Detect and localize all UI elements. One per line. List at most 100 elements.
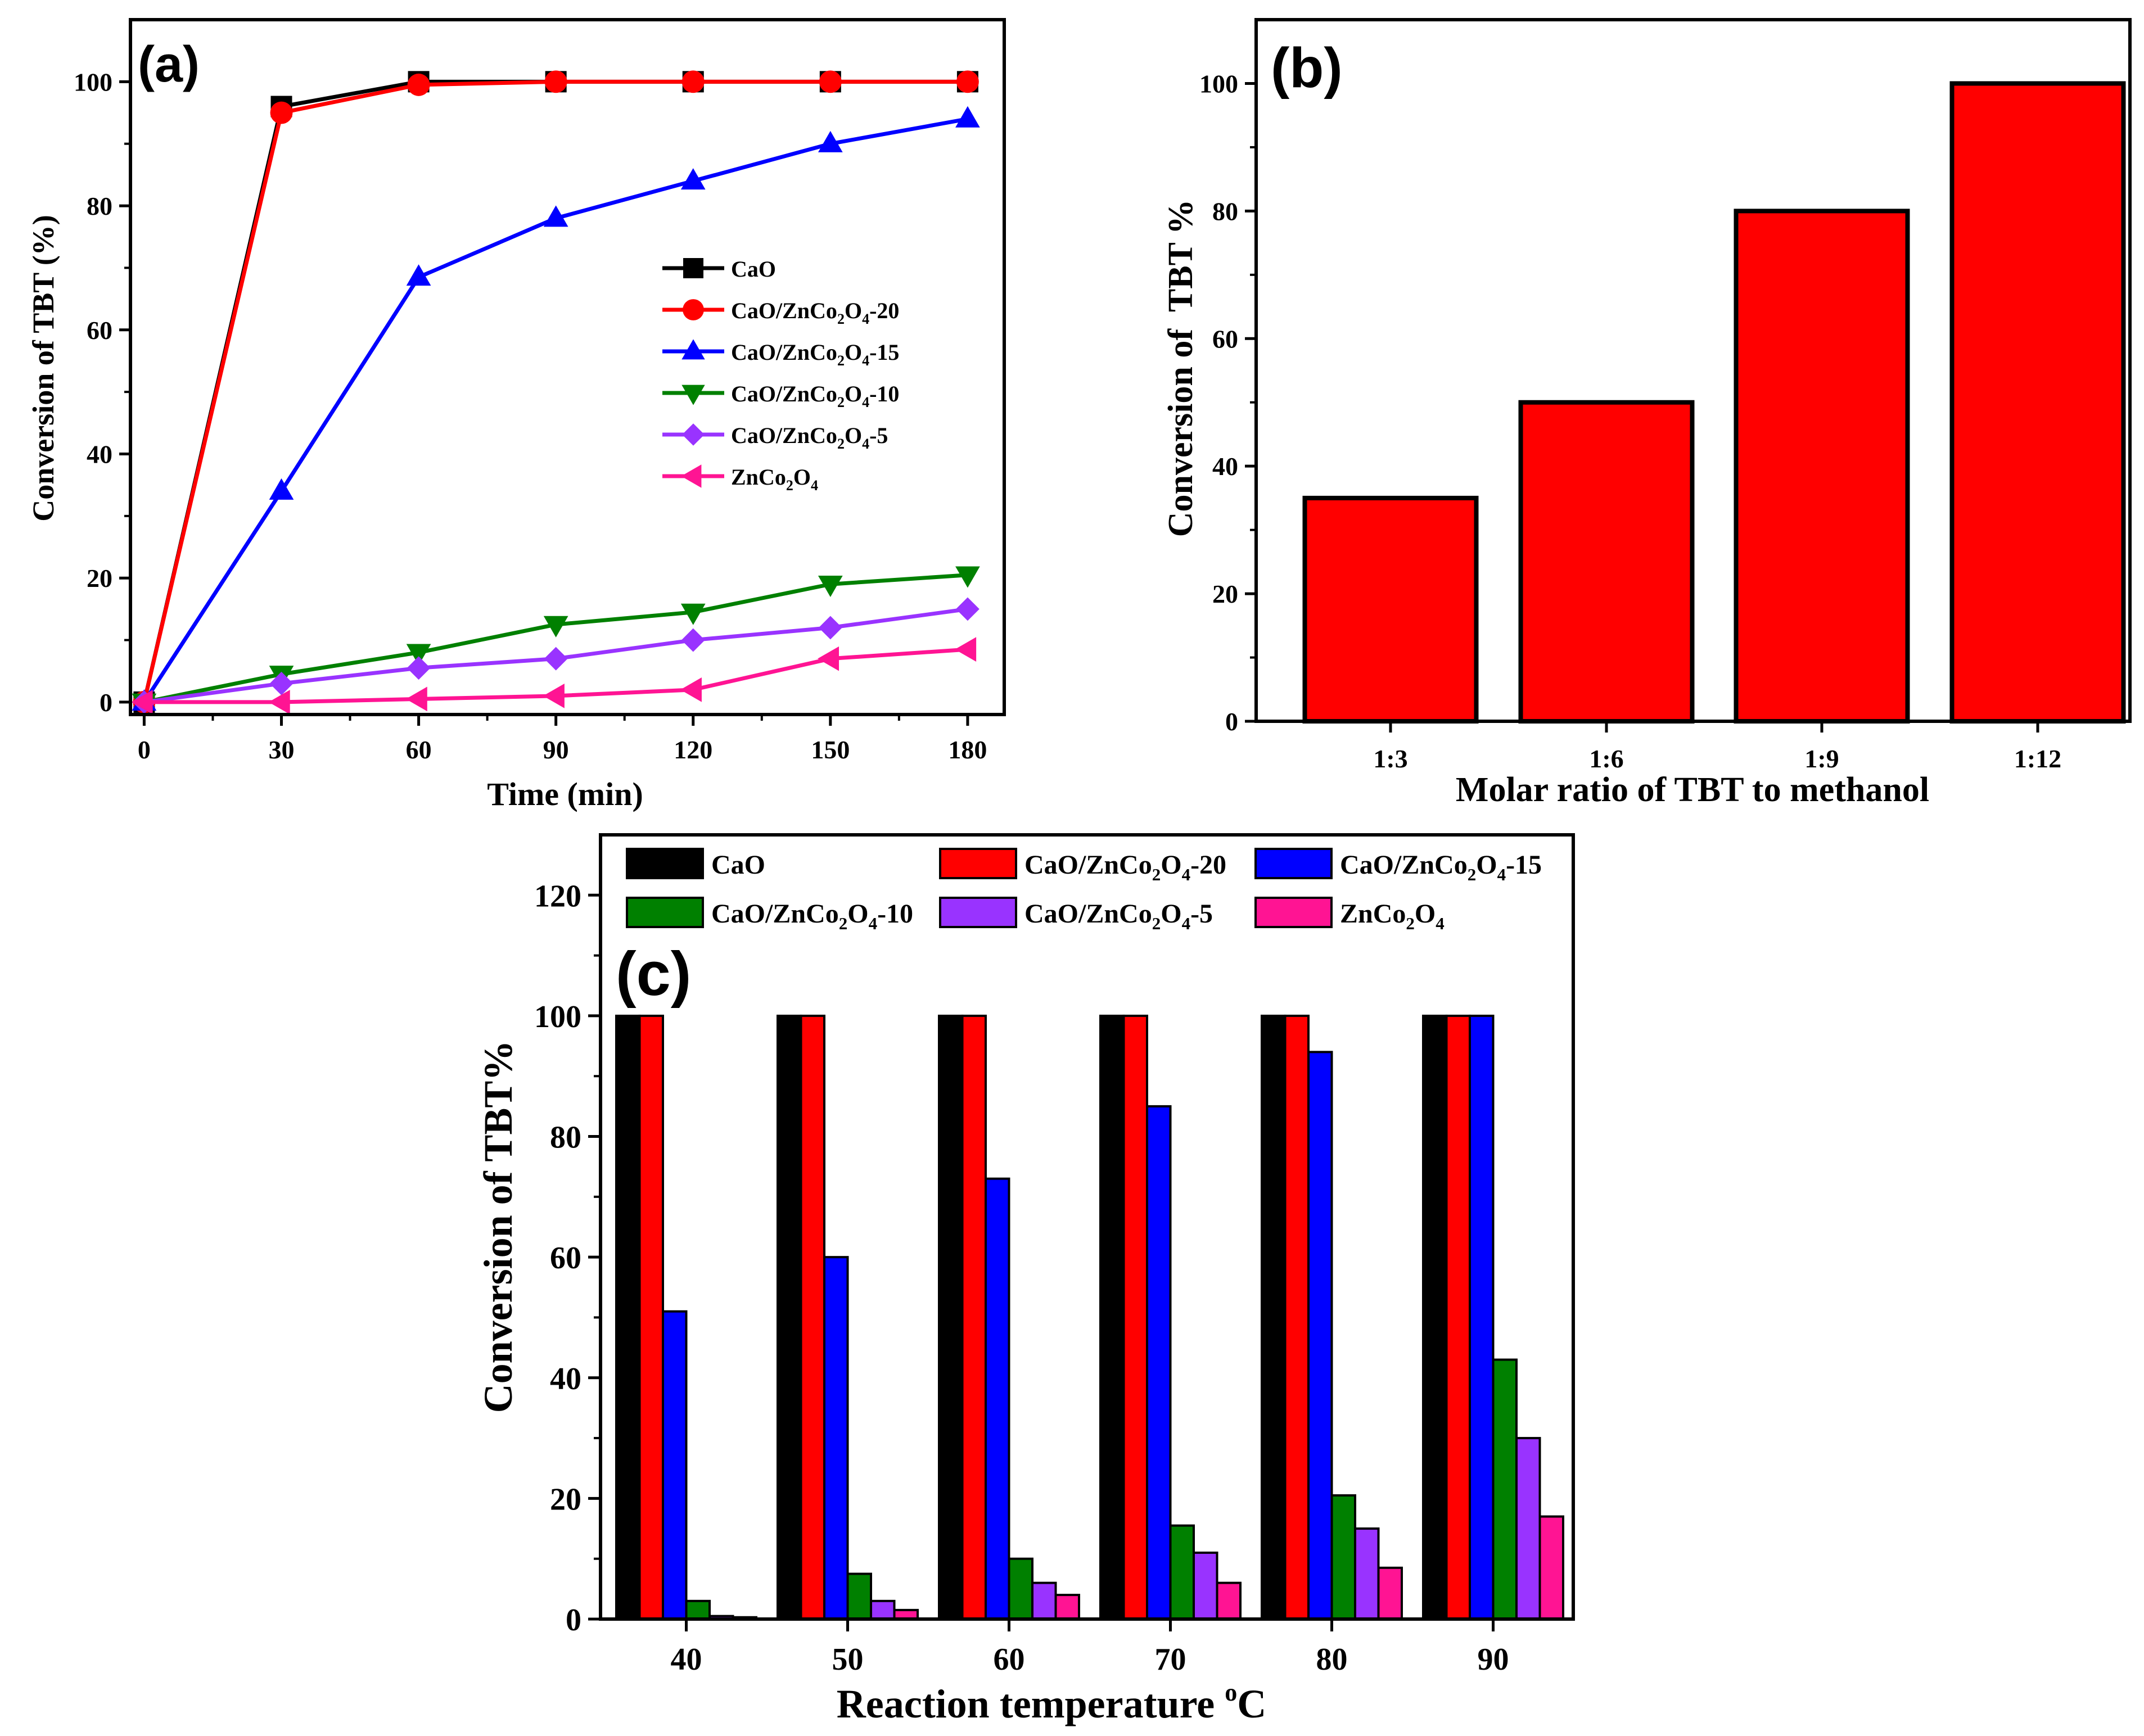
panel-b-x-axis-label: Molar ratio of TBT to methanol — [1456, 771, 1929, 809]
legend-label-part: CaO/ZnCo — [731, 423, 837, 448]
triangle-left-marker — [955, 637, 977, 662]
legend-label: ZnCo2O4 — [1340, 899, 1445, 933]
panel-c-y-axis-label: Conversion of TBT% — [476, 1041, 521, 1413]
bar — [1445, 1014, 1471, 1620]
triangle-up-marker — [543, 205, 568, 227]
bar — [1099, 1014, 1125, 1620]
panel-c-frame — [599, 833, 1575, 1621]
circle-marker — [956, 70, 979, 93]
legend-label-part: 2 — [786, 477, 793, 494]
bar — [1216, 1581, 1242, 1621]
bar — [685, 1599, 711, 1620]
legend-label-part: 2 — [1152, 865, 1161, 884]
diamond-marker — [544, 647, 568, 671]
legend-label-part: O — [845, 298, 862, 323]
x-tick-label: 150 — [811, 735, 850, 764]
panel-b-bars — [1302, 81, 2126, 724]
legend-label-part: 2 — [837, 436, 845, 452]
legend-label: CaO/ZnCo2O4-10 — [711, 899, 913, 933]
legend-label-part: -20 — [1190, 850, 1226, 880]
legend-label-part: CaO/ZnCo — [731, 381, 837, 406]
legend-label-part: O — [845, 381, 862, 406]
circle-marker — [407, 73, 430, 96]
legend-label-part: 2 — [837, 394, 845, 410]
legend-label-part: -5 — [1190, 899, 1213, 929]
bar — [777, 1014, 802, 1620]
bar — [1008, 1557, 1033, 1621]
legend-label-part: CaO/ZnCo — [1024, 899, 1152, 929]
bar — [1146, 1105, 1172, 1620]
legend-label-part: 2 — [839, 914, 848, 933]
legend-label: CaO — [731, 256, 776, 282]
triangle-up-marker — [269, 478, 294, 500]
legend-label-part: ZnCo — [1340, 899, 1406, 929]
bar — [1538, 1515, 1564, 1620]
bar — [1054, 1594, 1080, 1620]
x-tick-label: 120 — [674, 735, 712, 764]
bar — [662, 1310, 688, 1620]
bar — [1949, 81, 2126, 724]
diamond-marker — [818, 616, 842, 640]
circle-marker — [681, 70, 705, 93]
legend-label-part: 4 — [1436, 914, 1445, 933]
legend-swatch — [939, 848, 1017, 879]
legend-swatch — [626, 848, 704, 879]
legend-label-part: O — [1476, 850, 1497, 880]
triangle-up-marker — [680, 168, 706, 190]
diamond-marker — [681, 628, 705, 652]
diamond-marker — [682, 423, 705, 446]
panel-a: 0 30 60 90 120 150 180 0 20 40 60 80 100 (a) Time (m… — [26, 18, 1006, 812]
x-tick-label: 80 — [1316, 1642, 1348, 1677]
circle-marker — [270, 101, 293, 124]
y-tick-label: 20 — [87, 564, 112, 593]
legend-label: CaO — [711, 850, 765, 880]
legend-label: CaO/ZnCo2O4-15 — [731, 340, 899, 369]
bar — [1354, 1527, 1380, 1621]
legend-label-part: 4 — [862, 394, 869, 410]
triangle-down-marker — [543, 616, 568, 638]
y-tick-label: 0 — [1225, 707, 1238, 736]
bar — [1169, 1524, 1195, 1621]
bar — [1469, 1014, 1495, 1620]
legend-label-part: CaO/ZnCo — [731, 298, 837, 323]
bar — [1284, 1014, 1310, 1620]
bar — [800, 1014, 825, 1620]
bar — [1492, 1358, 1518, 1620]
panel-a-legend: CaOCaO/ZnCo2O4-20CaO/ZnCo2O4-15CaO/ZnCo2… — [662, 256, 899, 494]
panel-b-y-axis-label: Conversion of TBT % — [1162, 200, 1200, 537]
circle-marker — [683, 299, 704, 320]
legend-label-part: O — [845, 423, 862, 448]
legend-label-part: CaO/ZnCo — [1340, 850, 1468, 880]
triangle-left-marker — [681, 464, 702, 488]
y-tick-label: 60 — [1212, 324, 1238, 353]
legend-label-part: O — [847, 899, 868, 929]
panel-c-ticks: 0 20 40 60 80 100 120 40 50 60 70 80 90 — [534, 879, 1509, 1677]
legend-label-part: 4 — [1182, 865, 1191, 884]
legend-label-part: -5 — [869, 423, 888, 448]
y-tick-label: 80 — [1212, 197, 1238, 225]
y-tick-label: 20 — [1212, 580, 1238, 608]
legend-label-part: 2 — [1468, 865, 1477, 884]
x-tick-label: 180 — [948, 735, 987, 764]
bar — [961, 1014, 987, 1620]
triangle-left-marker — [818, 646, 839, 671]
legend-label-part: ZnCo — [731, 464, 786, 490]
y-tick-label: 40 — [1212, 452, 1238, 481]
legend-label-part: CaO/ZnCo — [1024, 850, 1152, 880]
legend-label-part: 2 — [1406, 914, 1415, 933]
legend-label-part: CaO — [731, 256, 776, 282]
x-tick-label: 90 — [543, 735, 569, 764]
legend-label-part: -20 — [869, 298, 899, 323]
bar — [1261, 1014, 1287, 1620]
bar — [1422, 1014, 1448, 1620]
y-tick-label: 60 — [87, 316, 112, 345]
triangle-up-marker — [818, 130, 843, 152]
panel-c-x-axis-label-sup: o — [1225, 1679, 1237, 1706]
triangle-down-marker — [406, 644, 431, 666]
bar — [1031, 1581, 1057, 1621]
legend-label-part: O — [1415, 899, 1436, 929]
panel-b-label: (b) — [1271, 37, 1343, 100]
bar — [1734, 209, 1910, 724]
bar — [1377, 1566, 1403, 1621]
